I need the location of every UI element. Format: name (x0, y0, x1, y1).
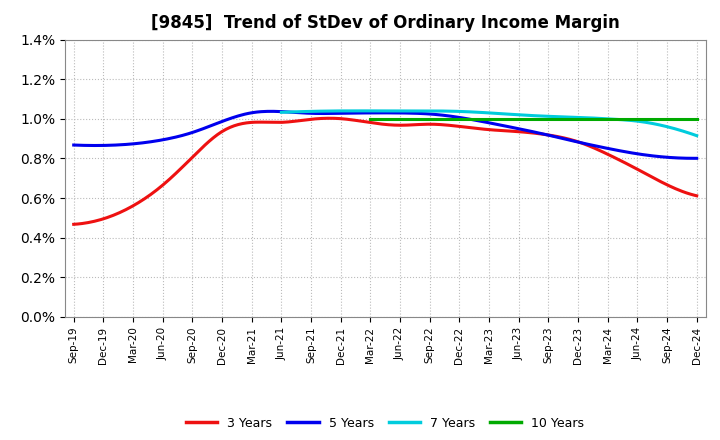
7 Years (533, 113, 541, 118)
3 Years (693, 193, 701, 198)
3 Years (597, 148, 606, 154)
Line: 7 Years: 7 Years (282, 111, 697, 136)
10 Years (562, 116, 571, 121)
5 Years (440, 113, 449, 118)
5 Years (693, 156, 701, 161)
3 Years (442, 122, 451, 128)
10 Years (562, 116, 570, 121)
Legend: 3 Years, 5 Years, 7 Years, 10 Years: 3 Years, 5 Years, 7 Years, 10 Years (181, 412, 590, 435)
Line: 3 Years: 3 Years (73, 118, 697, 224)
5 Years (69, 143, 78, 148)
5 Years (636, 152, 645, 157)
Title: [9845]  Trend of StDev of Ordinary Income Margin: [9845] Trend of StDev of Ordinary Income… (150, 15, 620, 33)
10 Years (693, 116, 701, 121)
5 Years (442, 113, 451, 118)
5 Years (453, 114, 462, 120)
3 Years (71, 221, 80, 227)
7 Years (629, 118, 637, 123)
7 Years (526, 113, 534, 118)
10 Years (664, 116, 672, 121)
3 Years (69, 222, 78, 227)
5 Years (267, 109, 276, 114)
10 Years (367, 116, 376, 121)
7 Years (693, 133, 701, 138)
10 Years (376, 116, 384, 121)
7 Years (277, 110, 286, 115)
10 Years (366, 116, 374, 121)
3 Years (636, 168, 645, 173)
7 Years (279, 110, 287, 115)
3 Years (325, 116, 334, 121)
3 Years (440, 122, 449, 128)
Line: 5 Years: 5 Years (73, 111, 697, 158)
5 Years (597, 144, 606, 150)
7 Years (655, 122, 664, 128)
10 Years (568, 116, 577, 121)
7 Years (355, 108, 364, 114)
5 Years (690, 156, 699, 161)
7 Years (524, 113, 533, 118)
10 Years (439, 116, 448, 121)
5 Years (71, 143, 80, 148)
10 Years (643, 116, 652, 121)
3 Years (453, 124, 462, 129)
